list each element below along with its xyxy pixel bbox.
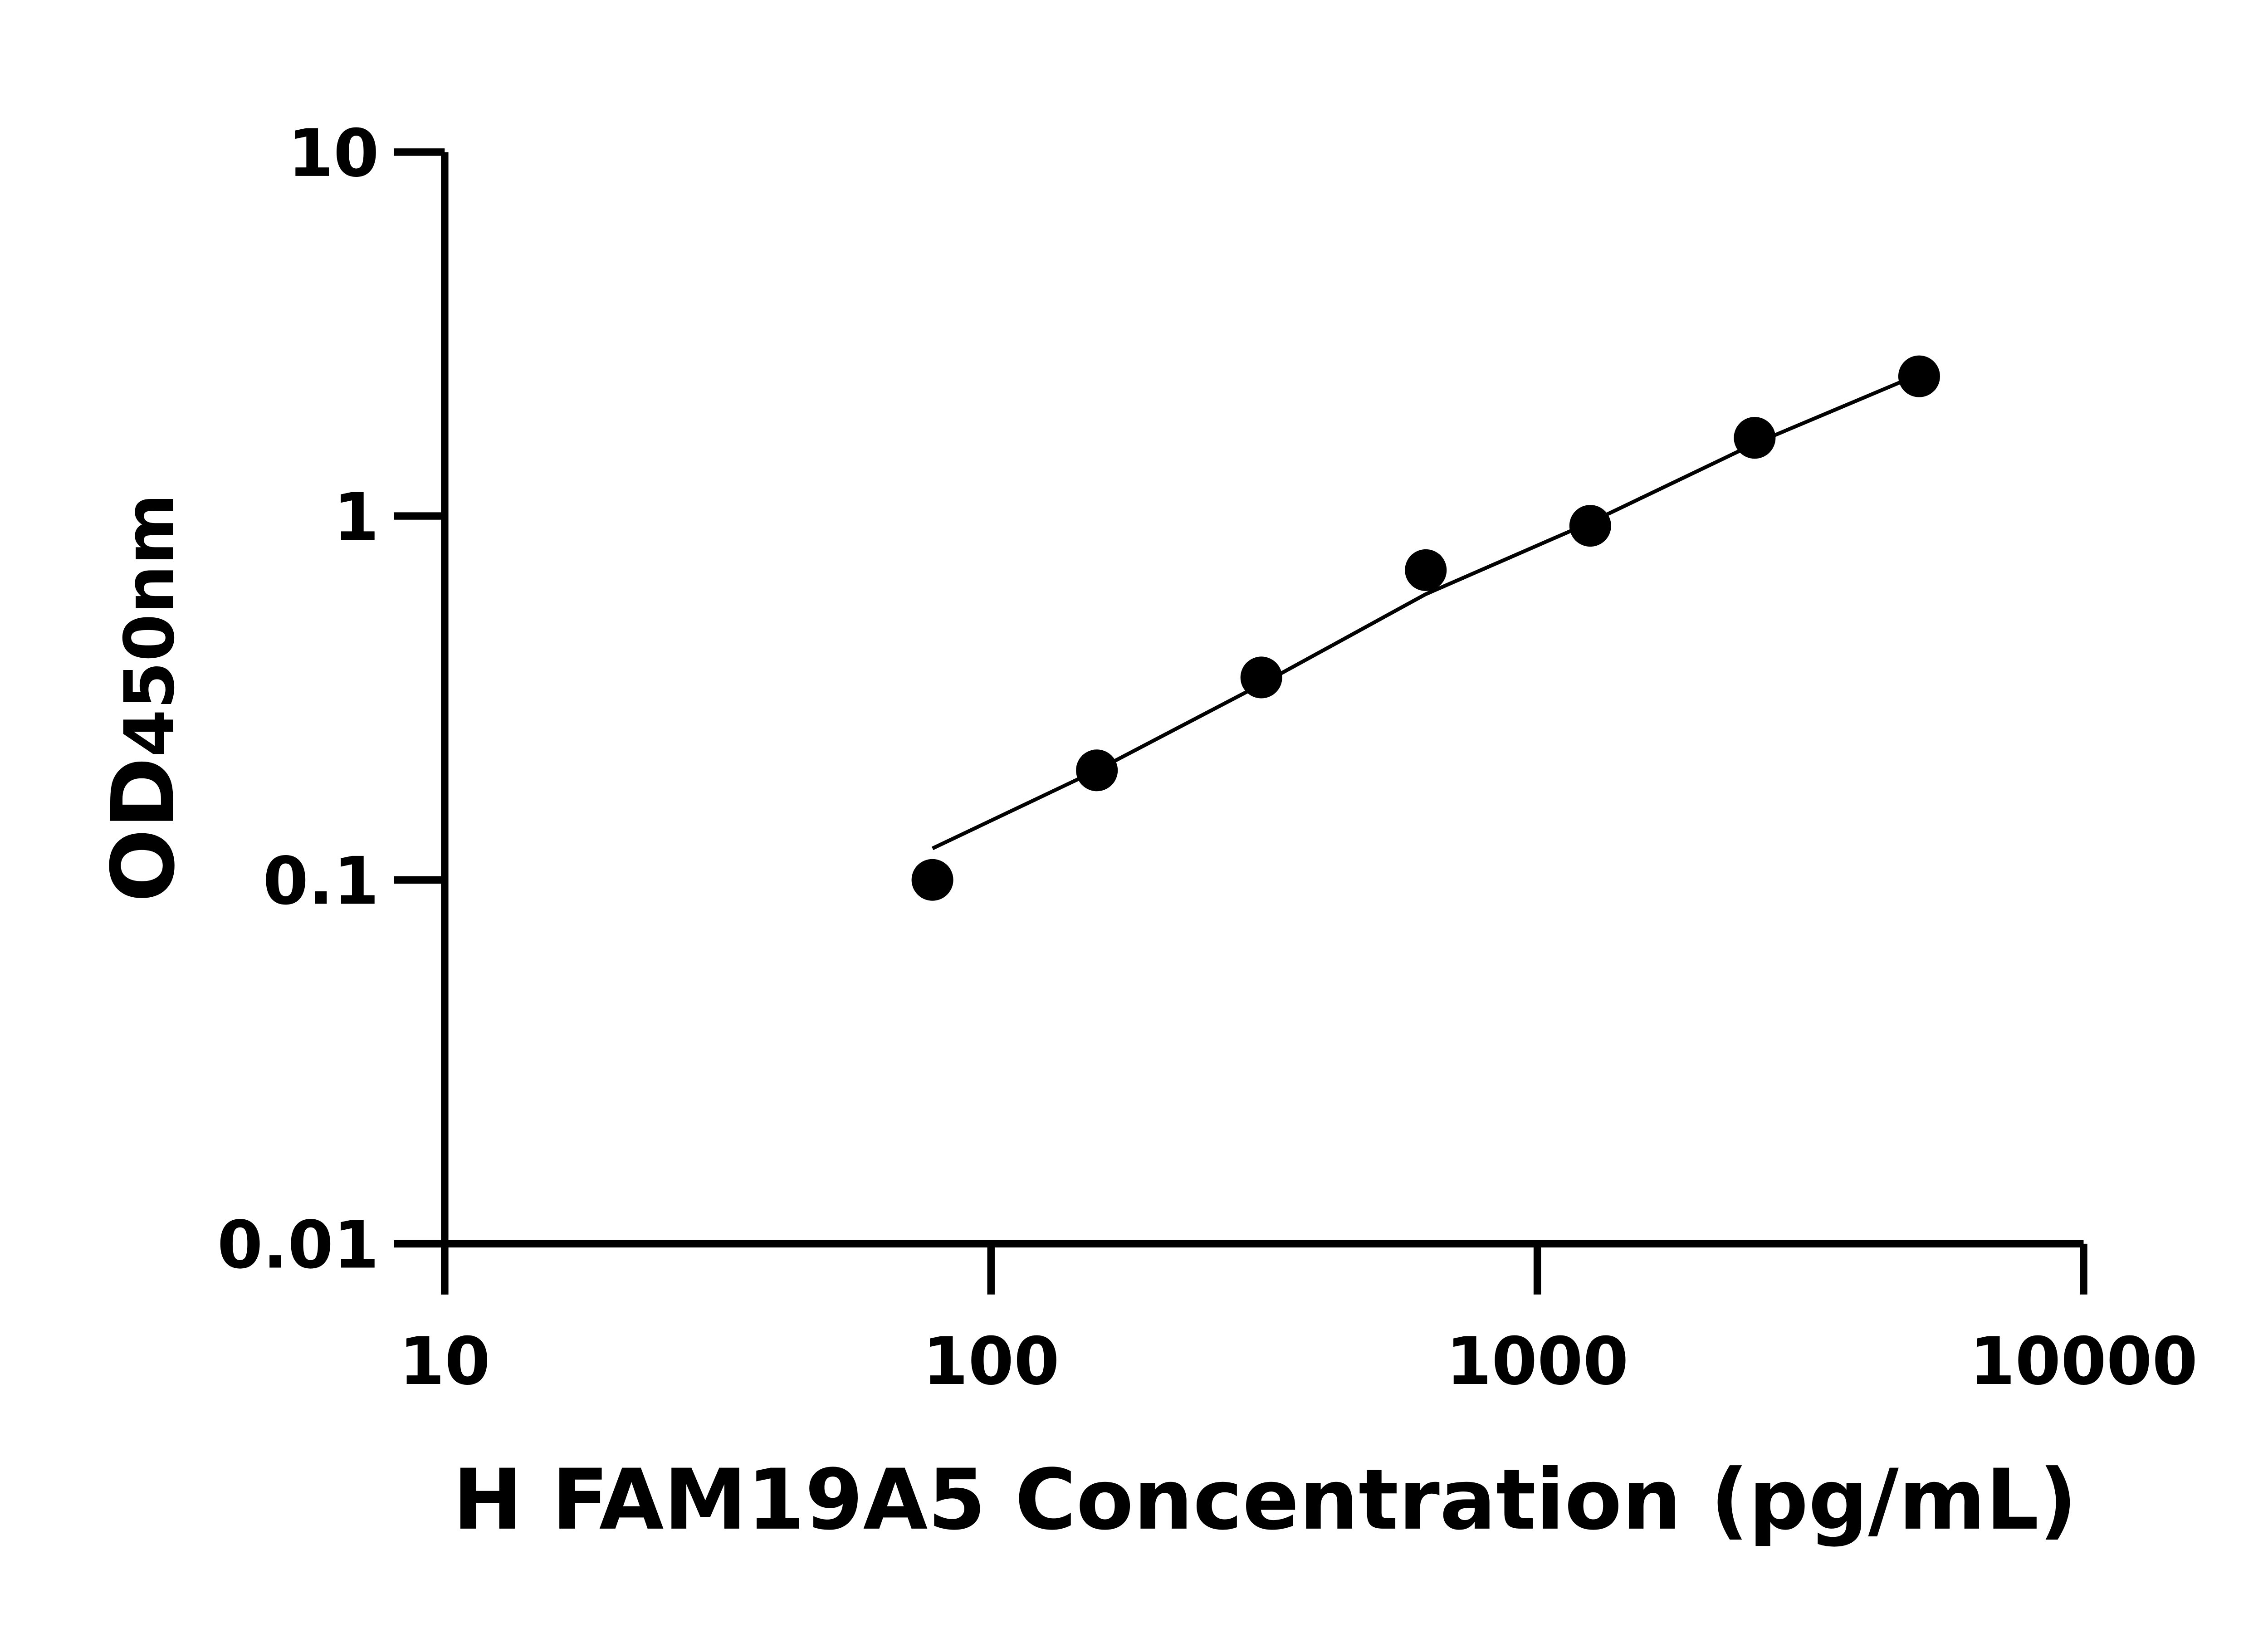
x-tick-label: 10000 <box>1970 1324 2198 1400</box>
x-tick-label: 100 <box>923 1324 1060 1400</box>
data-point <box>1405 549 1447 591</box>
data-point <box>1076 749 1118 792</box>
data-point <box>1898 355 1940 397</box>
data-point <box>1734 417 1776 459</box>
data-point <box>1569 505 1611 547</box>
axes <box>394 152 2084 1295</box>
data-point <box>911 859 953 901</box>
data-points <box>911 355 1940 901</box>
x-axis-title: H FAM19A5 Concentration (pg/mL) <box>453 1452 2077 1549</box>
x-tick-label: 10 <box>399 1324 490 1400</box>
y-axis-title-main: OD <box>93 757 194 902</box>
y-tick-label: 10 <box>288 116 379 192</box>
data-point <box>1240 656 1282 699</box>
y-tick-label: 0.1 <box>263 843 379 919</box>
y-tick-label: 0.01 <box>217 1208 379 1284</box>
y-axis-title-sub: 450nm <box>110 494 190 757</box>
y-tick-label: 1 <box>333 479 379 556</box>
ticks: 10 100 1000 10000 0.01 0.1 1 10 <box>217 116 2198 1400</box>
y-axis-title: OD450nm <box>93 494 194 902</box>
x-tick-label: 1000 <box>1446 1324 1629 1400</box>
